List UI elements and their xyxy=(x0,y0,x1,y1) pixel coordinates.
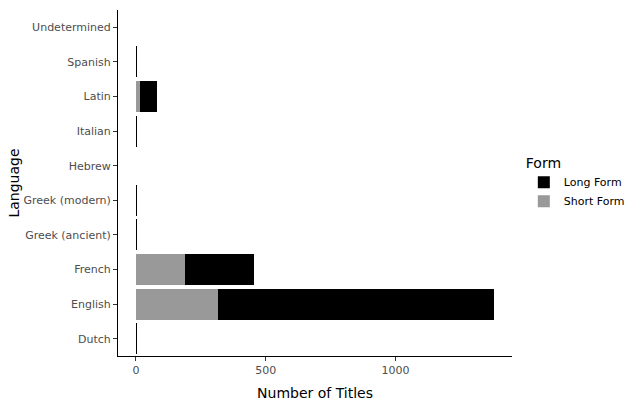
svg-text:Form: Form xyxy=(526,155,561,171)
svg-text:Dutch: Dutch xyxy=(78,333,111,346)
svg-text:500: 500 xyxy=(255,364,276,377)
svg-text:Latin: Latin xyxy=(84,90,111,103)
svg-text:Spanish: Spanish xyxy=(67,56,110,69)
svg-text:0: 0 xyxy=(132,364,139,377)
svg-text:Long Form: Long Form xyxy=(564,176,622,189)
svg-text:French: French xyxy=(74,263,111,276)
svg-text:Number of Titles: Number of Titles xyxy=(257,385,373,401)
svg-text:Undetermined: Undetermined xyxy=(32,21,111,34)
svg-text:Greek (modern): Greek (modern) xyxy=(24,194,111,207)
svg-text:1000: 1000 xyxy=(381,364,409,377)
svg-text:Greek (ancient): Greek (ancient) xyxy=(25,229,111,242)
svg-text:English: English xyxy=(71,298,111,311)
svg-text:Hebrew: Hebrew xyxy=(69,160,111,173)
svg-text:Short Form: Short Form xyxy=(564,195,625,208)
svg-text:Italian: Italian xyxy=(77,125,111,138)
svg-text:Language: Language xyxy=(6,148,22,217)
